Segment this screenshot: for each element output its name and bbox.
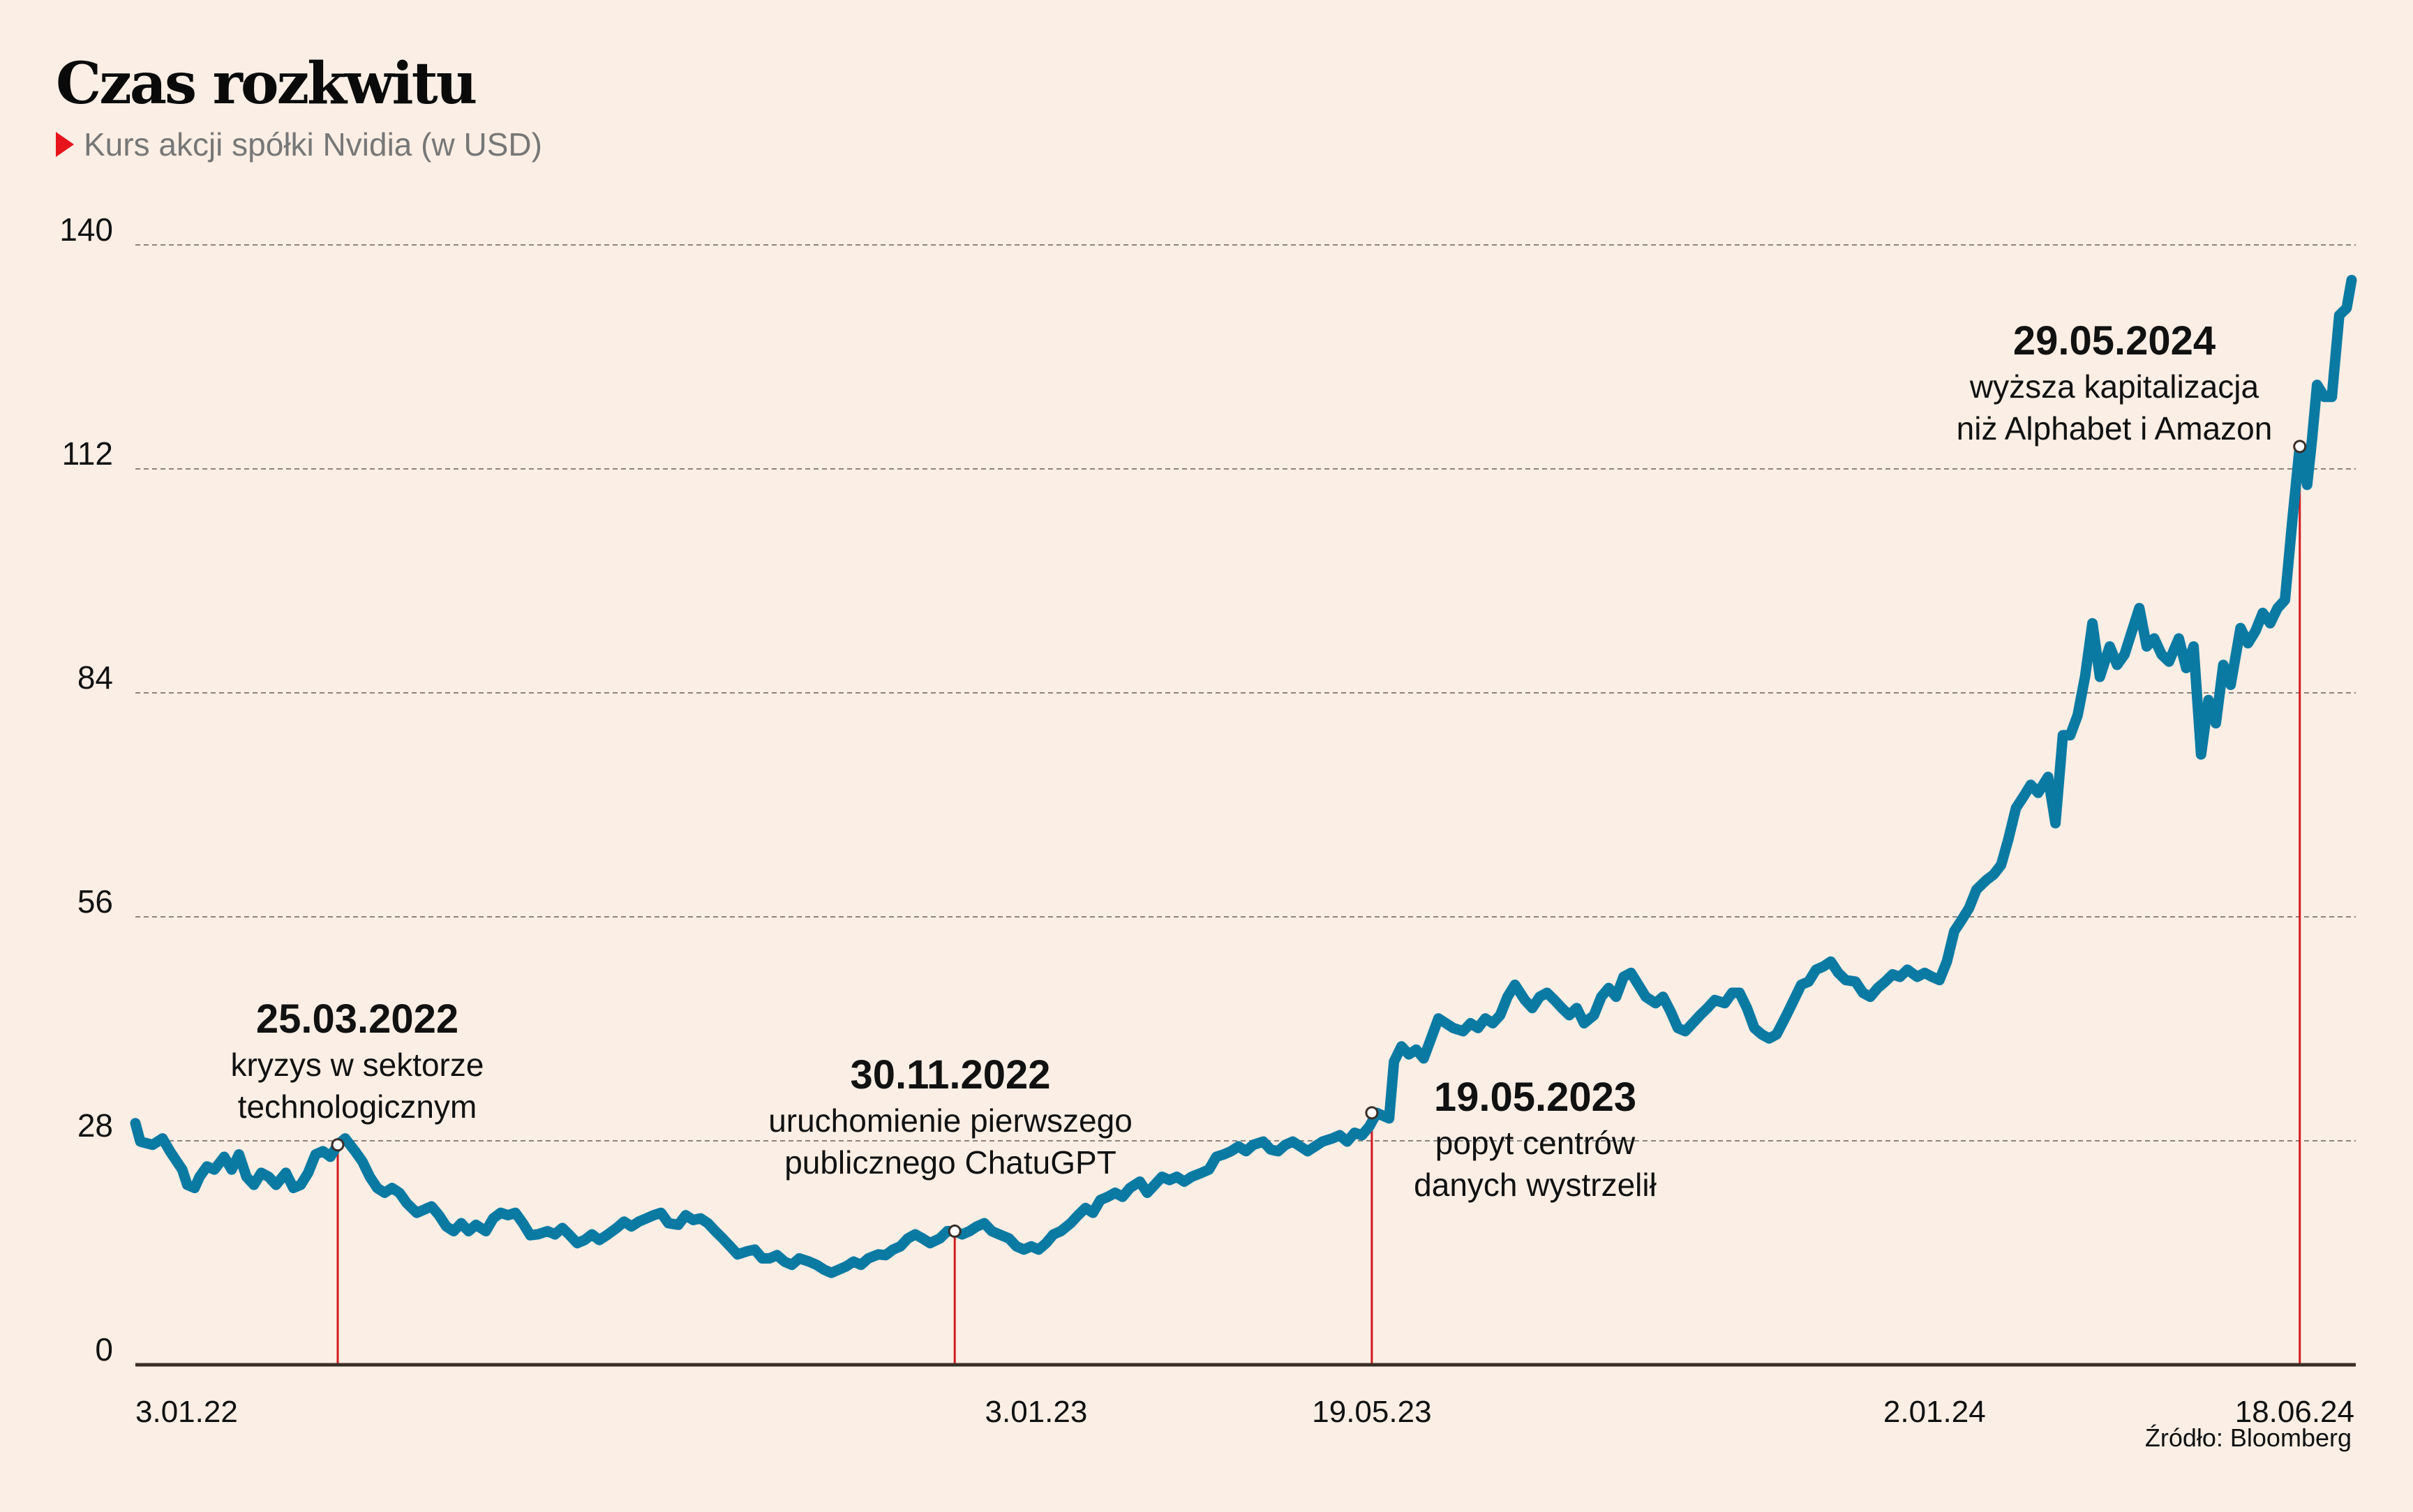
y-tick-label: 0 [95,1331,113,1368]
chart-subtitle: Kurs akcji spółki Nvidia (w USD) [56,126,542,163]
annotation-point [948,1225,962,1238]
series-layer [130,274,2357,1278]
annotation-text: danych wystrzelił [1414,1167,1657,1203]
gridlines [135,244,2356,1142]
source-note: Źródło: Bloomberg [2144,1423,2352,1452]
annotation-point [1365,1106,1379,1120]
annotation-point [331,1138,345,1152]
x-tick-label: 3.01.23 [985,1395,1088,1429]
y-tick-label: 112 [62,435,113,472]
annotation-date: 19.05.2023 [1434,1075,1636,1120]
x-tick-label: 19.05.23 [1312,1395,1431,1429]
y-tick-label: 56 [77,883,113,920]
series-line-nvidia [130,274,2357,1278]
annotation-text: popyt centrów [1435,1125,1636,1161]
annotation-labels: 25.03.2022 kryzys w sektorze technologiczn… [231,318,2273,1203]
y-tick-label: 140 [59,211,113,248]
annotation-text: niż Alphabet i Amazon [1957,410,2273,447]
x-tick-label: 18.06.24 [2235,1395,2354,1429]
annotation-markers [336,446,2301,1365]
y-axis-ticks: 0 28 56 84 112 140 [59,211,113,1368]
annotation-text: technologicznym [238,1088,477,1125]
annotation-text: wyższa kapitalizacja [1969,368,2259,405]
x-tick-label: 3.01.22 [135,1395,238,1429]
annotation-date: 29.05.2024 [2013,318,2216,364]
annotation-points [331,440,2307,1238]
annotation-text: kryzys w sektorze [231,1047,484,1083]
triangle-marker-icon [56,132,74,157]
annotation-text: uruchomienie pierwszego [768,1102,1133,1139]
y-tick-label: 28 [77,1107,113,1144]
x-axis-ticks: 3.01.22 3.01.23 19.05.23 2.01.24 18.06.24 [135,1395,2354,1429]
annotation-text: publicznego ChatuGPT [784,1144,1116,1181]
y-tick-label: 84 [77,659,113,696]
x-tick-label: 2.01.24 [1883,1395,1986,1429]
annotation-date: 30.11.2022 [850,1052,1050,1098]
subtitle-text: Kurs akcji spółki Nvidia (w USD) [84,126,542,163]
annotation-point [2293,440,2307,454]
chart-title: Czas rozkwitu [56,50,477,117]
annotation-date: 25.03.2022 [256,996,458,1042]
